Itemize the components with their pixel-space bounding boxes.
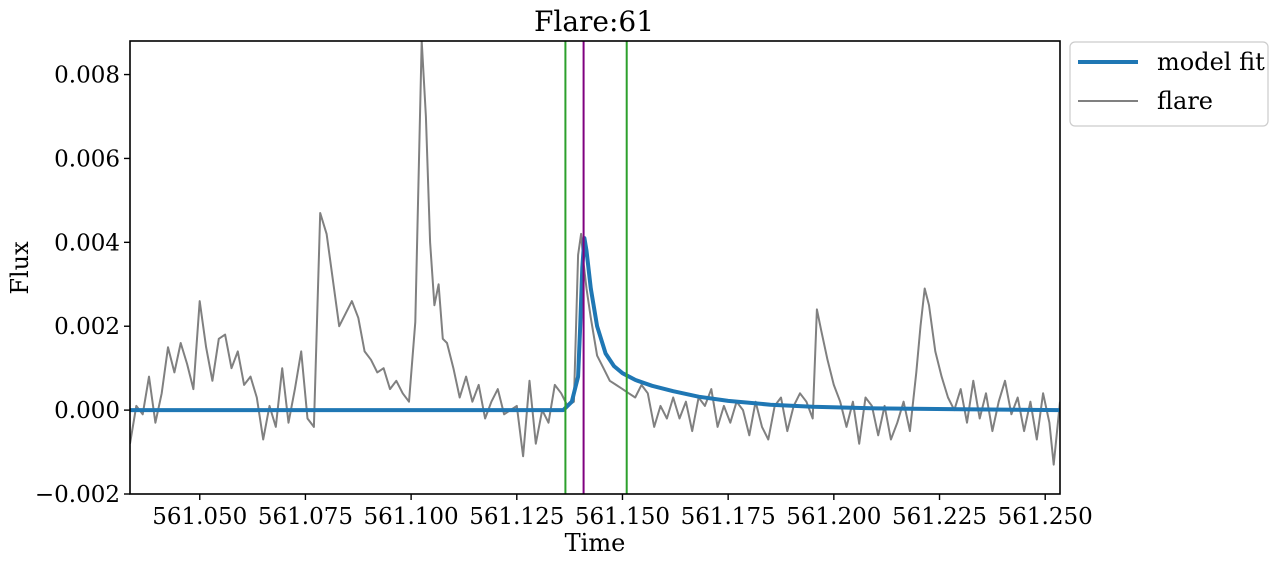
x-tick-label: 561.150: [575, 504, 670, 530]
plot-area: [130, 41, 1060, 494]
y-tick-label: 0.000: [54, 398, 120, 424]
x-axis-title: Time: [565, 529, 626, 557]
y-axis-title: Flux: [6, 241, 34, 295]
plot-frame: [129, 40, 1061, 495]
legend-label-model-fit: model fit: [1157, 48, 1265, 76]
x-tick-label: 561.225: [892, 504, 987, 530]
y-tick-label: 0.002: [54, 314, 120, 340]
series-line-flare: [130, 41, 1060, 466]
x-tick-label: 561.175: [681, 504, 776, 530]
x-tick-label: 561.250: [998, 504, 1093, 530]
series-line-model-fit: [130, 236, 1060, 413]
x-tick-label: 561.075: [258, 504, 353, 530]
y-tick-label: 0.004: [54, 230, 120, 256]
chart-title: Flare:61: [534, 5, 654, 38]
x-tick-label: 561.125: [469, 504, 564, 530]
x-tick-label: 561.200: [786, 504, 881, 530]
x-tick-label: 561.100: [364, 504, 459, 530]
legend: model fit flare: [1069, 41, 1269, 127]
y-tick-label: 0.006: [54, 146, 120, 172]
y-axis: −0.002 0.000 0.002 0.004 0.006 0.008: [35, 63, 130, 508]
y-tick-label: 0.008: [54, 63, 120, 89]
legend-label-flare: flare: [1157, 87, 1213, 115]
y-tick-label: −0.002: [35, 482, 120, 508]
x-tick-label: 561.050: [152, 504, 247, 530]
x-axis: 561.050 561.075 561.100 561.125 561.150 561.1…: [152, 494, 1093, 530]
